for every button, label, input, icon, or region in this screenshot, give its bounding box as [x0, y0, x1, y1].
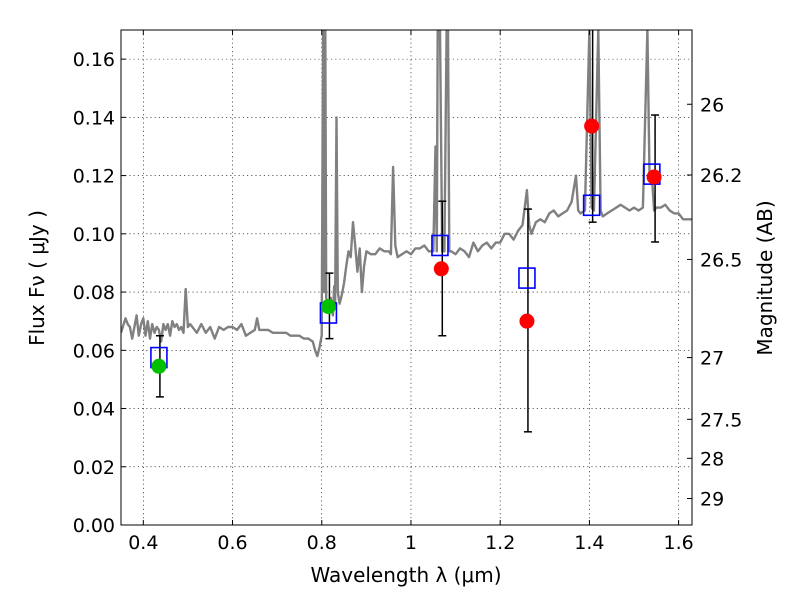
x-tick-label: 1.6: [664, 532, 694, 554]
x-tick-label: 1.2: [485, 532, 515, 554]
model-flux-square: [518, 267, 536, 289]
y2-axis: 26 26.2 26.5 27 27.5 28 29: [687, 94, 742, 511]
markers: [150, 118, 662, 374]
observed-flux-point: [519, 313, 535, 329]
grid: [121, 30, 692, 526]
y-tick-label: 0.00: [73, 515, 115, 537]
plot-frame: [120, 29, 693, 526]
x-tick-label: 1: [405, 532, 417, 554]
model-flux-square: [582, 194, 601, 217]
y-tick-label: 0.04: [73, 399, 115, 421]
y2-tick-label: 26: [700, 94, 724, 116]
observed-flux-point: [433, 261, 449, 277]
plot-area: [121, 30, 692, 358]
x-tick-label: 0.8: [307, 532, 337, 554]
y-tick-label: 0.10: [73, 224, 115, 246]
y-axis-title: Flux Fν ( μJy ): [25, 210, 49, 346]
model-flux-square: [431, 234, 449, 257]
y2-tick-label: 26.5: [700, 249, 742, 271]
error-bars: [155, 30, 660, 433]
y2-tick-label: 26.2: [700, 165, 742, 187]
x-tick-label: 0.4: [128, 532, 158, 554]
sed-line: [121, 30, 692, 358]
x-tick-label: 1.4: [574, 532, 604, 554]
observed-flux-point: [584, 118, 600, 134]
x-axis-title: Wavelength λ (μm): [310, 563, 501, 587]
observed-flux-point: [646, 169, 662, 185]
y2-tick-label: 27.5: [700, 409, 742, 431]
y2-tick-label: 28: [700, 448, 724, 470]
y-tick-label: 0.12: [73, 166, 115, 188]
observed-flux-point: [320, 299, 336, 315]
observed-flux-point: [151, 358, 167, 374]
y-tick-label: 0.16: [73, 49, 115, 71]
y-tick-label: 0.06: [73, 340, 115, 362]
y-tick-label: 0.02: [73, 457, 115, 479]
y-tick-label: 0.14: [73, 107, 115, 129]
x-tick-label: 0.6: [217, 532, 247, 554]
y2-tick-label: 27: [700, 348, 724, 370]
y2-tick-label: 29: [700, 489, 724, 511]
y-tick-label: 0.08: [73, 282, 115, 304]
y-axis: 0.00 0.02 0.04 0.06 0.08 0.10 0.12 0.14 0.16: [73, 49, 126, 537]
x-axis: 0.4 0.6 0.8 1 1.2 1.4 1.6: [128, 30, 694, 554]
y2-axis-title: Magnitude (AB): [753, 200, 777, 355]
